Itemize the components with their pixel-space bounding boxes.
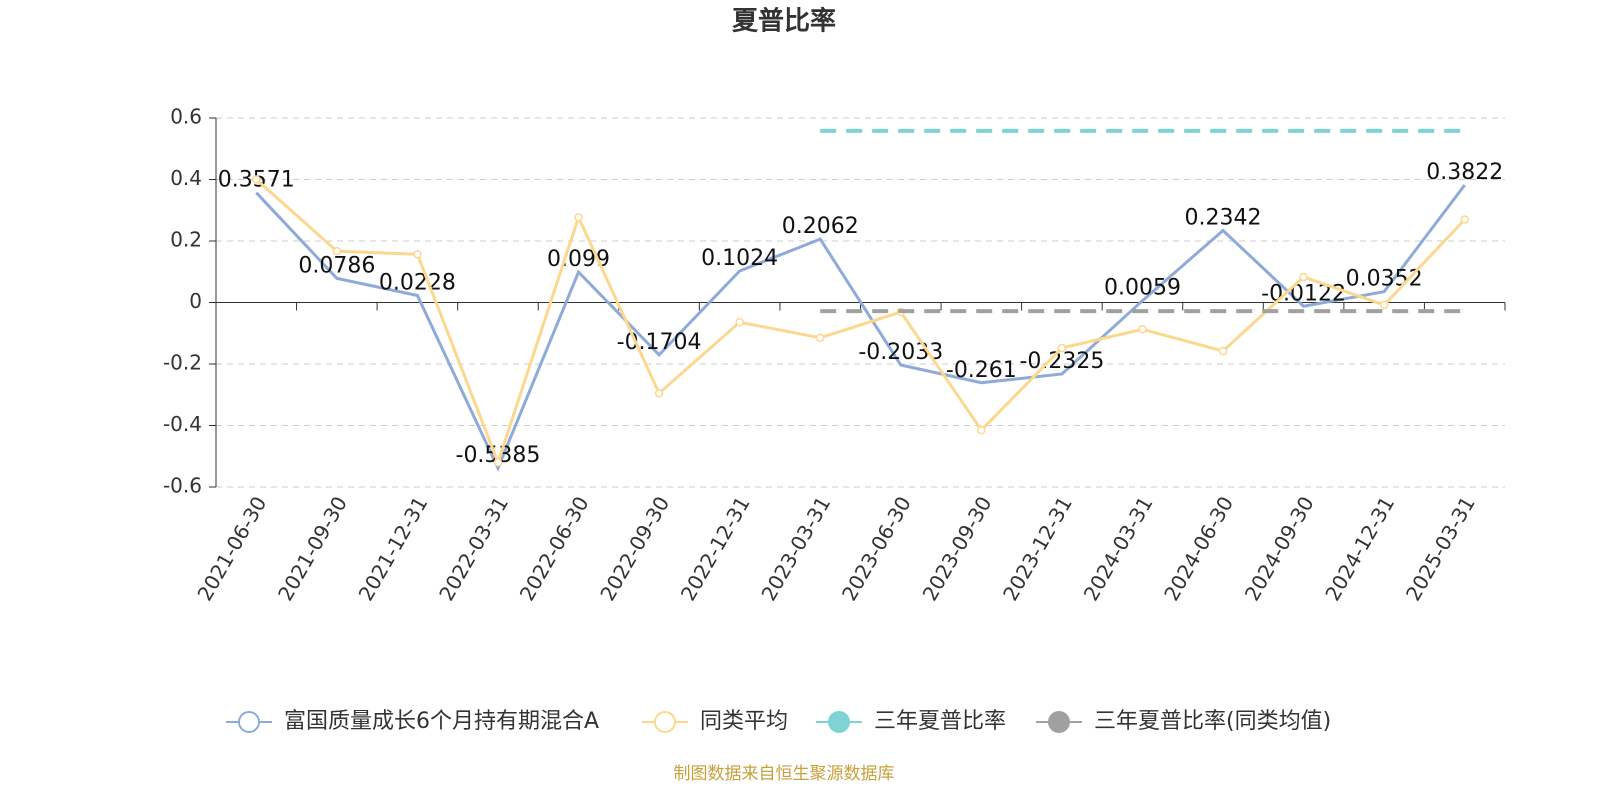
point [332,246,342,256]
source-note: 制图数据来自恒生聚源数据库 [674,764,895,784]
point [1460,215,1469,224]
point [654,388,664,398]
x-tick-label: 2024-09-30 [1240,492,1319,605]
y-tick-label: 0.6 [170,105,202,129]
point [574,213,583,222]
x-tick-label: 2024-03-31 [1079,492,1158,605]
point [735,317,744,327]
x-tick-label: 2023-09-30 [918,492,997,605]
legend-label: 富国质量成长6个月持有期混合A [284,709,599,734]
point [1299,272,1308,282]
point [815,333,825,343]
y-tick-label: 0.2 [170,228,202,252]
point [1379,300,1389,310]
x-tick-label: 2024-06-30 [1159,492,1238,605]
point [1057,343,1067,353]
data-label: 0.0059 [1104,276,1181,301]
point [977,425,986,435]
data-label: 0.2342 [1185,205,1262,230]
y-tick-label: -0.6 [163,474,202,498]
x-tick-label: 2023-06-30 [837,492,916,605]
legend-label: 同类平均 [700,709,788,734]
point [413,249,422,259]
x-tick-label: 2022-12-31 [676,492,755,605]
data-label: 0.1024 [701,246,778,271]
x-tick-label: 2023-12-31 [998,492,1077,605]
data-label: 0.0786 [298,253,375,278]
x-tick-label: 2021-06-30 [192,492,271,605]
data-label: 0.2062 [782,214,859,239]
data-label: 0.0228 [379,270,456,295]
x-tick-label: 2024-12-31 [1320,492,1399,605]
x-tick-label: 2022-06-30 [515,492,594,605]
series-line [255,178,1466,467]
point [493,458,503,467]
legend-icon [238,711,260,733]
legend-label: 三年夏普比率(同类均值) [1094,709,1331,734]
chart-title: 夏普比率 [732,6,836,37]
y-tick-label: -0.2 [163,351,202,375]
legend-icon [1048,711,1070,733]
data-label: -0.261 [946,358,1017,383]
x-tick-label: 2021-09-30 [273,492,352,605]
series-line [255,184,1466,472]
x-tick-label: 2021-12-31 [354,492,433,605]
x-tick-label: 2022-03-31 [434,492,513,605]
data-label: 0.3822 [1426,160,1503,185]
point [252,175,261,184]
x-tick-label: 2022-09-30 [595,492,674,605]
point [1218,346,1228,356]
x-tick-label: 2025-03-31 [1401,492,1480,605]
y-tick-label: -0.4 [163,412,202,436]
legend-icon [654,711,676,733]
y-tick-label: 0.4 [170,166,202,190]
y-tick-label: 0 [189,289,202,313]
data-label: 0.099 [547,247,610,272]
x-tick-label: 2023-03-31 [756,492,835,605]
data-label: -0.1704 [617,330,702,355]
point [1138,325,1147,334]
data-label: -0.2033 [858,340,943,365]
data-label: 0.0352 [1346,267,1423,292]
data-label: -0.2325 [1019,349,1104,374]
legend-icon [828,711,850,733]
legend-label: 三年夏普比率 [874,709,1006,734]
